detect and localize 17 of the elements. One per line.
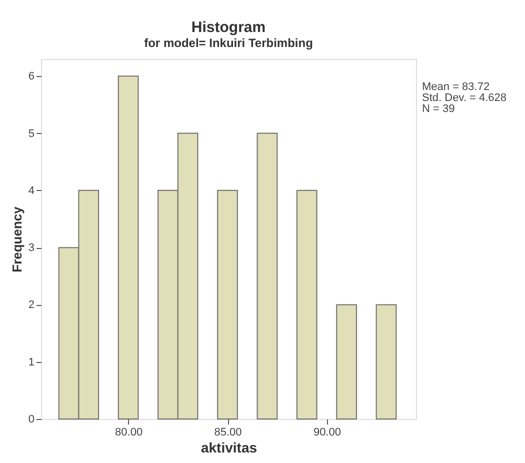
text: Mean = 83.72 bbox=[422, 81, 490, 93]
y-tick-label: 3 bbox=[28, 242, 34, 254]
y-tick-label: 6 bbox=[28, 70, 34, 83]
y-axis-title: Frequency bbox=[9, 206, 24, 272]
text: Std. Dev. = 4.628 bbox=[422, 92, 506, 104]
y-tick-label: 0 bbox=[28, 414, 34, 426]
x-tick-label: 90.00 bbox=[313, 426, 341, 438]
x-tick-label: 80.00 bbox=[115, 426, 143, 438]
y-tick-label: 1 bbox=[28, 356, 34, 368]
chart-title: Histogram bbox=[191, 19, 266, 36]
text: N = 39 bbox=[422, 103, 455, 115]
x-tick-label: 85.00 bbox=[214, 426, 242, 438]
y-tick-label: 5 bbox=[28, 128, 34, 140]
y-tick-label: 4 bbox=[28, 184, 34, 197]
chart-subtitle: for model= Inkuiri Terbimbing bbox=[144, 36, 313, 50]
y-tick-label: 2 bbox=[28, 299, 34, 312]
x-axis-title: aktivitas bbox=[200, 440, 258, 456]
